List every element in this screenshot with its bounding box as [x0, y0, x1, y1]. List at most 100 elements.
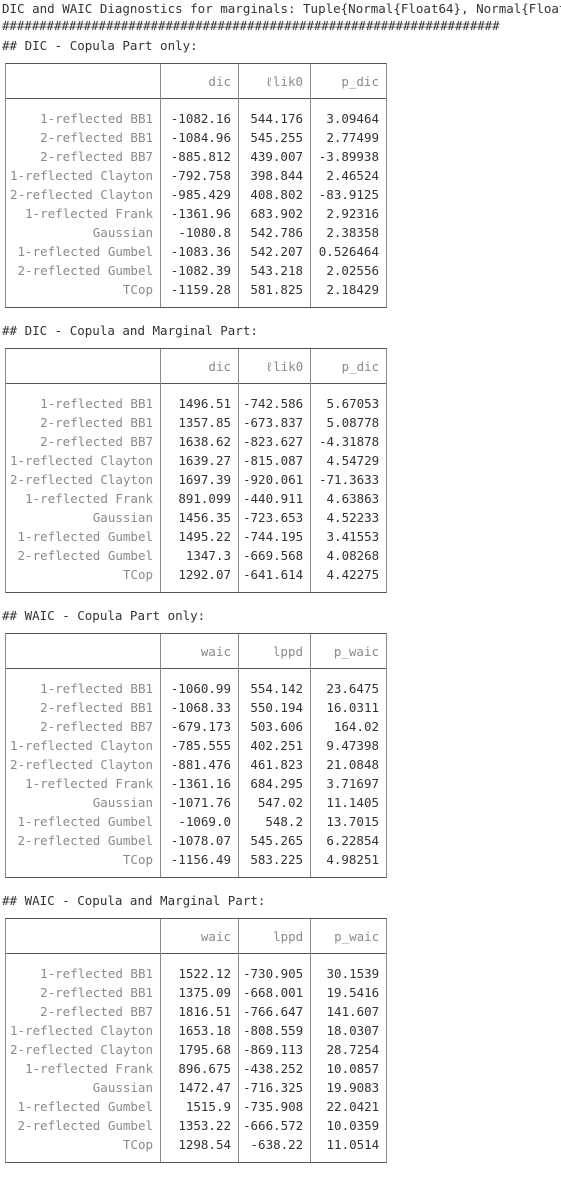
table-cell: 1653.18 — [160, 1021, 239, 1040]
table-cell: -668.001 — [237, 983, 311, 1002]
row-label: 2-reflected Gumbel — [17, 1118, 153, 1133]
table-row: 1-reflected Clayton -785.555 402.251 9.4739… — [6, 736, 386, 755]
table-cell: -723.653 — [237, 508, 311, 527]
table-cell: -1082.16 — [160, 109, 239, 128]
row-label: TCop — [122, 567, 153, 582]
table-cell: 1515.9 — [160, 1097, 239, 1116]
table-row: TCop -1159.28 581.825 2.18429 — [6, 280, 386, 299]
row-label: 1-reflected Gumbel — [17, 814, 153, 829]
table-header-row: dic ℓlik0 p_dic — [6, 72, 386, 99]
table-row: 2-reflected BB7 1638.62 -823.627 -4.31878 — [6, 432, 387, 451]
row-label: Gaussian — [92, 795, 153, 810]
table-cell: -742.586 — [237, 394, 311, 413]
table-cell: -641.614 — [237, 565, 311, 584]
table-cell: 891.099 — [160, 489, 239, 508]
row-label: 1-reflected Gumbel — [17, 1099, 153, 1114]
row-label: 2-reflected Gumbel — [17, 548, 153, 563]
table-cell: 2.18429 — [310, 280, 386, 299]
column-header: ℓlik0 — [237, 357, 311, 384]
table-row: TCop 1298.54 -638.22 11.0514 — [6, 1135, 387, 1154]
table-cell: -440.911 — [237, 489, 311, 508]
table-cell: -730.905 — [237, 964, 311, 983]
row-label: 1-reflected Clayton — [10, 738, 153, 753]
table-cell: -1078.07 — [160, 831, 239, 850]
section-heading: ## DIC - Copula and Marginal Part: — [2, 323, 258, 338]
table-cell: 583.225 — [238, 850, 311, 869]
table-row: Gaussian -1080.8 542.786 2.38358 — [6, 223, 386, 242]
table-cell: 545.265 — [238, 831, 311, 850]
row-label: TCop — [122, 1137, 153, 1152]
table-cell: -679.173 — [160, 717, 239, 736]
table-cell: -792.758 — [160, 166, 239, 185]
table-row: TCop 1292.07 -641.614 4.42275 — [6, 565, 387, 584]
column-header: p_waic — [310, 927, 387, 954]
table-cell: 1496.51 — [160, 394, 239, 413]
table-row: 2-reflected Gumbel 1353.22 -666.572 10.0359 — [6, 1116, 387, 1135]
column-header: waic — [160, 642, 239, 669]
row-label: 1-reflected Clayton — [10, 453, 153, 468]
table-cell: 23.6475 — [310, 679, 386, 698]
row-label: 1-reflected Frank — [25, 491, 153, 506]
table-row: 1-reflected Frank 891.099 -440.911 4.63863 — [6, 489, 387, 508]
table-row: 2-reflected Clayton -985.429 408.802 -83.91… — [6, 185, 386, 204]
table-row: 2-reflected Gumbel -1082.39 543.218 2.02556 — [6, 261, 386, 280]
column-header: ℓlik0 — [238, 72, 311, 99]
table-cell: -881.476 — [160, 755, 239, 774]
table-cell: 547.02 — [238, 793, 311, 812]
table-cell: 3.71697 — [310, 774, 386, 793]
table-cell: -869.113 — [237, 1040, 311, 1059]
table-cell: -1071.76 — [160, 793, 239, 812]
table-cell: 5.67053 — [310, 394, 387, 413]
column-header — [6, 72, 161, 99]
row-label: 1-reflected BB1 — [40, 396, 153, 411]
table-cell: -673.837 — [237, 413, 311, 432]
table-cell: 503.606 — [238, 717, 311, 736]
results-table: dic ℓlik0 p_dic 1-reflected BB1 1496.51 -742.… — [5, 348, 388, 593]
separator-line: ########################################… — [2, 18, 500, 33]
table-row: Gaussian 1456.35 -723.653 4.52233 — [6, 508, 387, 527]
table-row: 1-reflected BB1 1522.12 -730.905 30.1539 — [6, 964, 387, 983]
table-cell: -823.627 — [237, 432, 311, 451]
results-table: dic ℓlik0 p_dic 1-reflected BB1 -1082.16 544.… — [5, 63, 387, 308]
table-cell: -3.89938 — [310, 147, 386, 166]
row-label: 1-reflected Gumbel — [17, 244, 153, 259]
table-cell: -1083.36 — [160, 242, 239, 261]
table-cell: 554.142 — [238, 679, 311, 698]
row-label: 2-reflected BB1 — [40, 700, 153, 715]
row-label: 2-reflected BB1 — [40, 130, 153, 145]
table-row: 1-reflected Frank -1361.16 684.295 3.71697 — [6, 774, 386, 793]
table-cell: 11.0514 — [310, 1135, 387, 1154]
table-row: TCop -1156.49 583.225 4.98251 — [6, 850, 386, 869]
table-row: 2-reflected Gumbel 1347.3 -669.568 4.08268 — [6, 546, 387, 565]
table-cell: 4.98251 — [310, 850, 386, 869]
table-cell: 896.675 — [160, 1059, 239, 1078]
column-header — [6, 357, 161, 384]
table-cell: -785.555 — [160, 736, 239, 755]
results-table: waic lppd p_waic 1-reflected BB1 -1060.99 554… — [5, 633, 387, 878]
table-row: 2-reflected Gumbel -1078.07 545.265 6.22854 — [6, 831, 386, 850]
table-cell: -1361.16 — [160, 774, 239, 793]
row-label: 1-reflected Frank — [25, 206, 153, 221]
table-cell: -815.087 — [237, 451, 311, 470]
table-cell: -1082.39 — [160, 261, 239, 280]
table-cell: -1060.99 — [160, 679, 239, 698]
table-cell: 1697.39 — [160, 470, 239, 489]
table-cell: 3.09464 — [310, 109, 386, 128]
table-cell: -1159.28 — [160, 280, 239, 299]
row-label: 2-reflected BB7 — [40, 149, 153, 164]
table-cell: 16.0311 — [310, 698, 386, 717]
section-heading: ## WAIC - Copula and Marginal Part: — [2, 893, 266, 908]
table-cell: -83.9125 — [310, 185, 386, 204]
table-cell: 13.7015 — [310, 812, 386, 831]
table-row: 2-reflected BB1 1375.09 -668.001 19.5416 — [6, 983, 387, 1002]
row-label: 2-reflected Clayton — [10, 1042, 153, 1057]
table-cell: 141.607 — [310, 1002, 387, 1021]
table-cell: 2.77499 — [310, 128, 386, 147]
table-cell: 21.0848 — [310, 755, 386, 774]
table-cell: 683.902 — [238, 204, 311, 223]
table-cell: 542.207 — [238, 242, 311, 261]
table-cell: 1353.22 — [160, 1116, 239, 1135]
table-cell: 19.5416 — [310, 983, 387, 1002]
table-cell: -1084.96 — [160, 128, 239, 147]
row-label: 2-reflected BB7 — [40, 1004, 153, 1019]
